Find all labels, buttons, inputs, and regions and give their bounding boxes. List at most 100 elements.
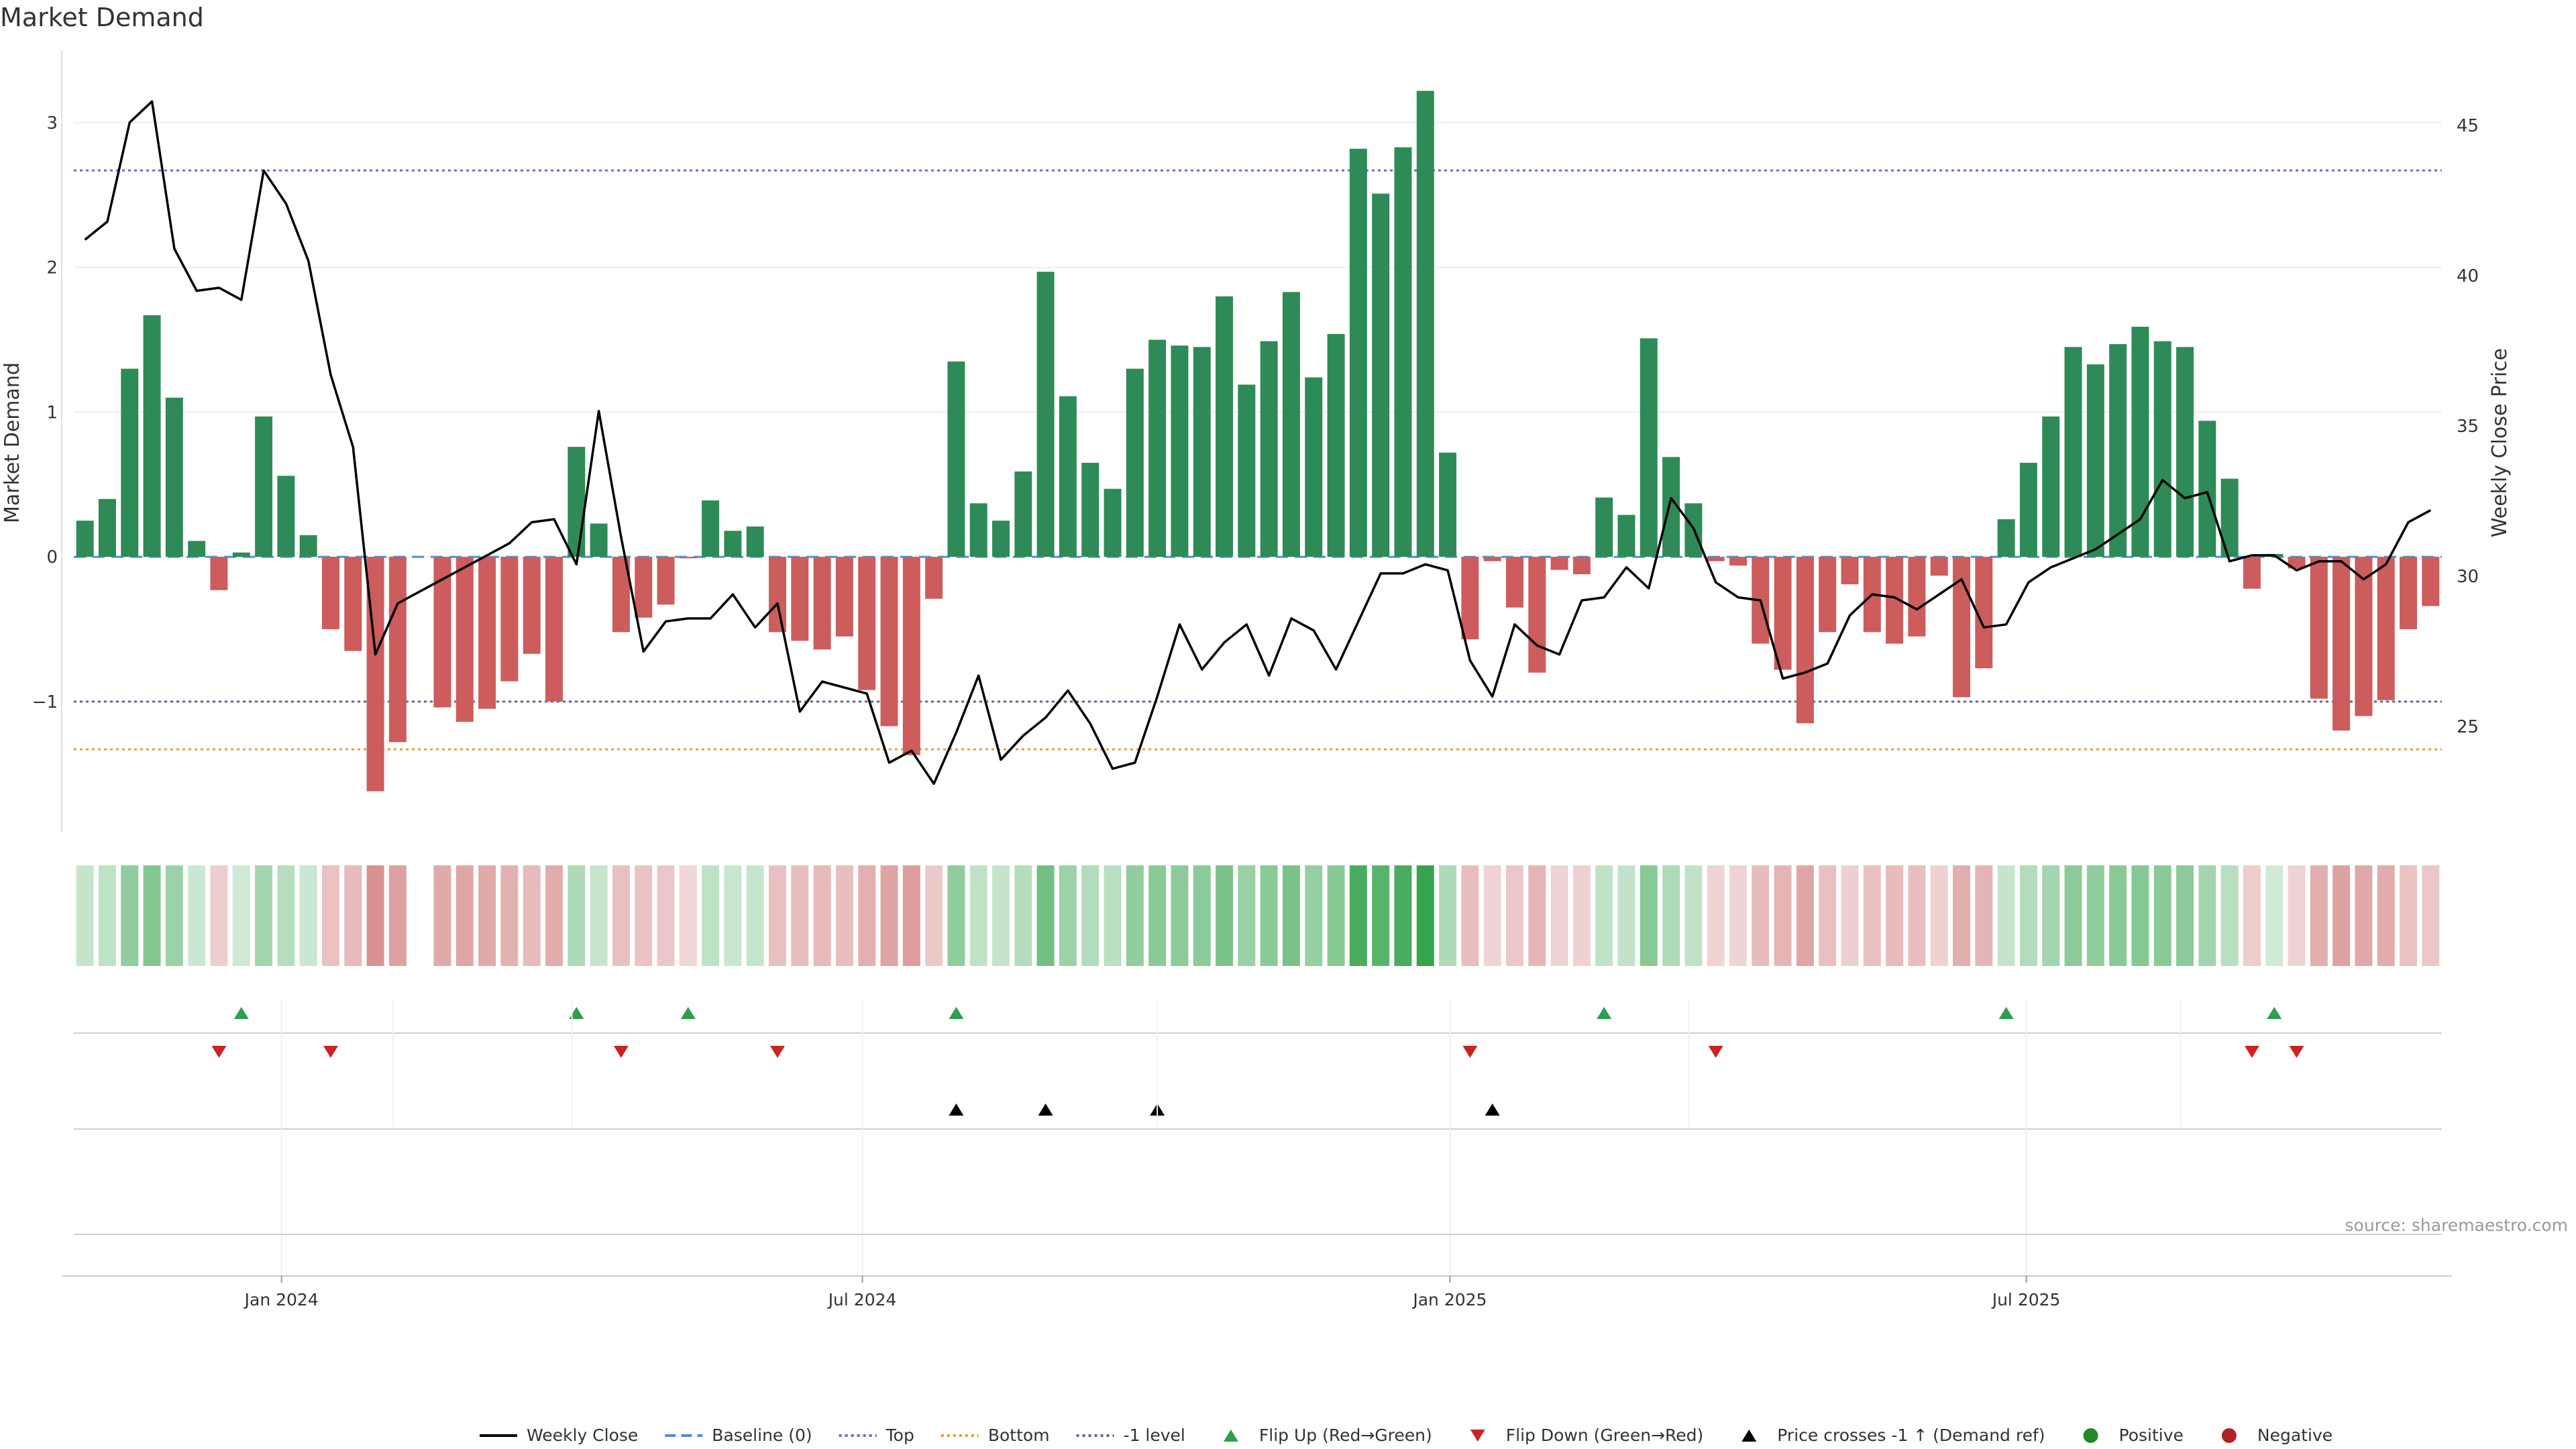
demand-bar-positive [188,541,206,557]
y-tick-label: −1 [32,692,58,712]
legend-swatch [2083,1428,2098,1443]
heat-tile [925,865,943,966]
y-tick-label: 0 [46,547,58,568]
legend-item: Positive [2083,1426,2184,1445]
heat-tile [1528,865,1546,966]
heat-tile [791,865,809,966]
heat-tile [2288,865,2306,966]
y-tick-label: 2 [46,258,58,278]
demand-bar-positive [992,521,1010,557]
demand-bar-negative [925,557,943,599]
demand-bar-positive [1059,396,1077,557]
demand-bar-positive [2086,364,2104,557]
legend-item: -1 level [1076,1426,1185,1445]
heat-tile [1059,865,1077,966]
heat-tile [1886,865,1904,966]
demand-bar-positive [702,500,720,557]
heat-tile [2109,865,2127,966]
flip-down-marker [211,1046,227,1058]
demand-bar-positive [165,397,183,557]
heat-tile [121,865,139,966]
heat-tile [2310,865,2328,966]
heat-tile [813,865,831,966]
heat-tile [1997,865,2015,966]
demand-bar-positive [1439,452,1457,557]
legend-label: Baseline (0) [712,1426,812,1445]
demand-bar-negative [478,557,496,709]
heat-tile [2220,865,2239,966]
demand-bar-negative [1461,557,1479,640]
heat-tile [635,865,653,966]
heat-tile [1550,865,1568,966]
heat-tile [1774,865,1792,966]
flip-up-marker [1998,1007,2014,1019]
heat-tile [769,865,786,966]
demand-bar-negative [1930,557,1948,576]
demand-bar-negative [2310,557,2328,699]
heat-tile [1327,865,1345,966]
heat-tile [255,865,273,966]
heat-tile [143,865,161,966]
demand-bar-negative [344,557,362,651]
heat-tile [433,865,451,966]
heat-tile [1841,865,1859,966]
flip-down-marker [2289,1046,2304,1058]
demand-bar-positive [1372,193,1390,557]
legend-item: Flip Up (Red→Green) [1223,1426,1432,1445]
heat-tile [1975,865,1993,966]
heat-tile [455,865,474,966]
heat-tile [2042,865,2060,966]
demand-bar-positive [255,416,273,557]
demand-bar-negative [523,557,541,654]
demand-bar-positive [1148,339,1167,557]
demand-bar-positive [746,526,764,557]
demand-bar-positive [98,498,116,557]
demand-bar-positive [969,503,987,557]
heat-tile [702,865,720,966]
legend-label: Negative [2257,1426,2332,1445]
heat-tile [612,865,630,966]
legend-label: Weekly Close [527,1426,638,1445]
heat-tile [1260,865,1278,966]
heat-tile [1171,865,1189,966]
demand-bar-positive [2019,462,2037,557]
legend: Weekly Close Baseline (0) Top Bottom -1 leve… [480,1426,2332,1445]
demand-bar-positive [1216,296,1234,557]
demand-bar-positive [2109,343,2127,557]
demand-bar-positive [590,523,608,557]
heat-tile [500,865,519,966]
gridlines [74,121,2442,702]
heat-tile [1282,865,1300,966]
heat-tile [2086,865,2104,966]
heat-tile [478,865,496,966]
heat-tile [1617,865,1635,966]
heat-tile [523,865,541,966]
demand-bar-negative [455,557,474,722]
heat-tile [1684,865,1703,966]
demand-bar-positive [1238,384,1256,557]
heat-tile [2422,865,2440,966]
demand-bar-positive [277,476,295,557]
demand-bar-negative [813,557,831,650]
heat-tile [1416,865,1434,966]
heat-tile [1863,865,1881,966]
heat-tile [232,865,250,966]
heat-tile [344,865,362,966]
demand-bar-negative [1528,557,1546,673]
flip-up-marker [569,1007,584,1019]
legend-item: Flip Down (Green→Red) [1470,1426,1703,1445]
heat-tile [2400,865,2418,966]
y-tick-label: 3 [46,113,58,133]
heat-tile [1349,865,1367,966]
demand-bar-negative [1483,557,1501,561]
heat-tile [1572,865,1591,966]
heat-tile [2377,865,2395,966]
demand-bar-positive [1394,147,1412,557]
heat-tile [1036,865,1055,966]
heat-tile [858,865,876,966]
flip-down-marker [2244,1046,2259,1058]
y2-tick-label: 30 [2457,567,2479,587]
heat-tile [2355,865,2373,966]
lower-panel: Jan 2024 Jul 2024 Jan 2025 Jul 2025 [62,1000,2452,1309]
